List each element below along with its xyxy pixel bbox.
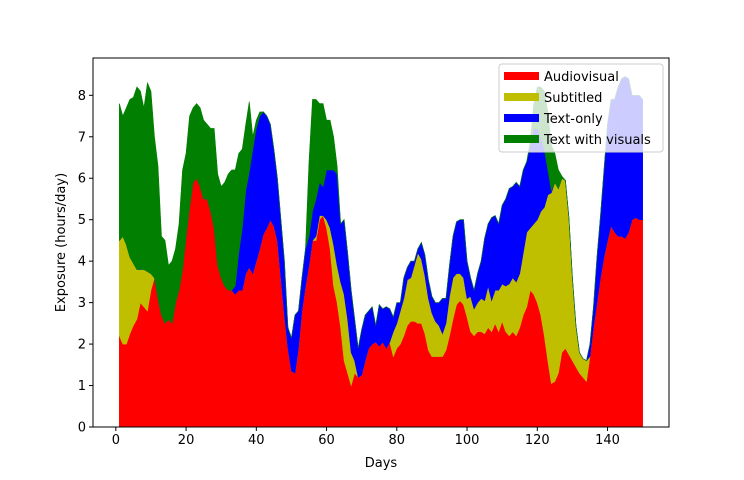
y-tick-label: 8 <box>78 89 86 104</box>
x-tick-label: 20 <box>178 433 195 448</box>
y-tick-label: 3 <box>78 296 86 311</box>
y-tick-label: 6 <box>78 172 86 187</box>
legend-swatch <box>504 93 539 101</box>
y-tick-label: 7 <box>78 130 86 145</box>
y-tick-label: 0 <box>78 421 86 436</box>
y-tick-label: 2 <box>78 338 86 353</box>
legend-swatch <box>504 135 539 143</box>
legend-label: Audiovisual <box>544 70 619 85</box>
x-tick-label: 40 <box>248 433 265 448</box>
y-axis-label: Exposure (hours/day) <box>54 173 69 312</box>
legend-label: Text with visuals <box>543 133 651 148</box>
legend-label: Text-only <box>543 112 603 127</box>
legend: Audiovisual Subtitled Text-only Text with v… <box>498 63 664 153</box>
legend-box <box>498 63 664 153</box>
x-tick-label: 140 <box>595 433 620 448</box>
y-tick-label: 5 <box>78 213 86 228</box>
x-axis: 0 20 40 60 80 100 120 140 <box>112 427 620 448</box>
y-axis: 0 1 2 3 4 5 6 7 8 <box>78 89 93 436</box>
x-axis-label: Days <box>365 456 398 471</box>
legend-swatch <box>504 114 539 122</box>
x-tick-label: 0 <box>112 433 120 448</box>
legend-label: Subtitled <box>544 91 602 106</box>
legend-swatch <box>504 72 539 80</box>
x-tick-label: 100 <box>455 433 480 448</box>
y-tick-label: 4 <box>78 255 86 270</box>
y-tick-label: 1 <box>78 379 86 394</box>
plot-frame <box>92 57 670 428</box>
x-tick-label: 60 <box>318 433 335 448</box>
x-tick-label: 120 <box>525 433 550 448</box>
x-tick-label: 80 <box>389 433 406 448</box>
